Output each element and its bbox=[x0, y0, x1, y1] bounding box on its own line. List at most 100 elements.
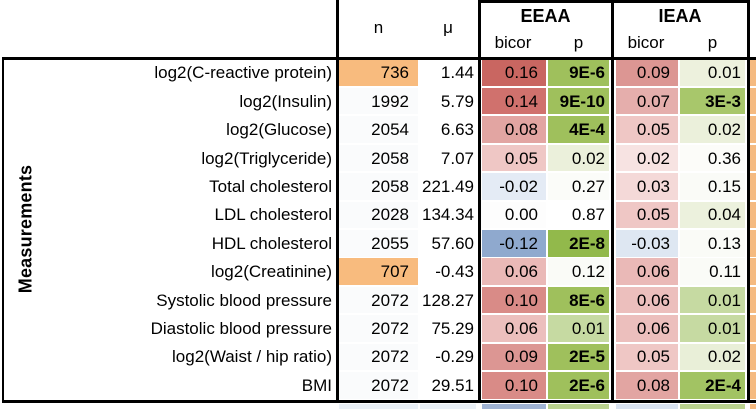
table-row: HDL cholesterol 2055 57.60 -0.12 2E-8 -0… bbox=[0, 230, 756, 257]
table-row: log2(Insulin) 1992 5.79 0.14 9E-10 0.07 … bbox=[0, 87, 756, 115]
table-row: BMI 2072 29.51 0.10 2E-6 0.08 2E-4 bbox=[0, 372, 756, 399]
row-label: LDL cholesterol bbox=[214, 205, 333, 225]
border-bottom bbox=[1, 399, 756, 403]
ieaa-p-cell: 0.13 bbox=[680, 230, 745, 257]
table-row: log2(Creatinine) 707 -0.43 0.06 0.12 0.0… bbox=[0, 258, 756, 285]
eeaa-p-cell: 0.87 bbox=[548, 201, 609, 229]
border-right-of-ieaa bbox=[746, 0, 750, 402]
cropped-next-row-cell-mu bbox=[420, 403, 476, 409]
eeaa-bicor-cell: 0.10 bbox=[482, 372, 546, 399]
ieaa-p-cell: 0.04 bbox=[680, 201, 745, 229]
ieaa-bicor-cell: 0.05 bbox=[616, 343, 678, 371]
ieaa-bicor-cell: 0.09 bbox=[616, 59, 678, 86]
table-row: Systolic blood pressure 2072 128.27 0.10… bbox=[0, 286, 756, 314]
n-cell: 2028 bbox=[339, 201, 418, 229]
subheader-eeaa-p: p bbox=[573, 33, 584, 52]
eeaa-bicor-cell: -0.12 bbox=[482, 230, 546, 257]
eeaa-bicor-cell: 0.16 bbox=[482, 59, 546, 86]
border-under-header bbox=[1, 57, 756, 60]
eeaa-p-cell: 8E-6 bbox=[548, 286, 609, 314]
mu-cell: 75.29 bbox=[420, 315, 476, 342]
n-cell: 2055 bbox=[339, 230, 418, 257]
n-cell: 707 bbox=[339, 258, 418, 285]
ieaa-bicor-cell: 0.07 bbox=[616, 87, 678, 115]
border-left-of-labels bbox=[1, 57, 4, 402]
table-row: log2(Waist / hip ratio) 2072 -0.29 0.09 … bbox=[0, 343, 756, 371]
eeaa-p-cell: 9E-10 bbox=[548, 87, 609, 115]
eeaa-bicor-cell: 0.08 bbox=[482, 116, 546, 143]
row-label: Systolic blood pressure bbox=[156, 290, 332, 310]
mu-cell: 6.63 bbox=[420, 116, 476, 143]
group-header-eeaa: EEAA bbox=[520, 5, 571, 26]
column-header-mu: μ bbox=[443, 18, 453, 37]
mu-cell: 128.27 bbox=[420, 286, 476, 314]
n-cell: 2054 bbox=[339, 116, 418, 143]
border-left-of-n-column bbox=[335, 0, 339, 402]
cropped-next-row-cell-eb bbox=[482, 403, 546, 409]
table-row: log2(C-reactive protein) 736 1.44 0.16 9… bbox=[0, 59, 756, 86]
ieaa-p-cell: 0.15 bbox=[680, 173, 745, 200]
mu-cell: -0.29 bbox=[420, 343, 476, 371]
ieaa-p-cell: 0.01 bbox=[680, 315, 745, 342]
n-cell: 2058 bbox=[339, 144, 418, 172]
mu-cell: 5.79 bbox=[420, 87, 476, 115]
row-label: log2(Triglyceride) bbox=[201, 148, 332, 168]
row-label: log2(C-reactive protein) bbox=[154, 63, 332, 83]
cropped-next-row-cell-sl bbox=[750, 403, 756, 409]
cropped-next-column-cell bbox=[750, 201, 756, 229]
column-header-n: n bbox=[373, 18, 384, 37]
eeaa-bicor-cell: 0.10 bbox=[482, 286, 546, 314]
subheader-eeaa-bicor: bicor bbox=[494, 33, 532, 52]
ieaa-p-cell: 0.02 bbox=[680, 116, 745, 143]
row-label: log2(Creatinine) bbox=[211, 262, 332, 282]
row-label: log2(Insulin) bbox=[239, 91, 332, 111]
mu-cell: 57.60 bbox=[420, 230, 476, 257]
ieaa-p-cell: 0.01 bbox=[680, 59, 745, 86]
eeaa-bicor-cell: 0.06 bbox=[482, 315, 546, 342]
border-top-of-groups bbox=[477, 0, 750, 3]
group-header-ieaa: IEAA bbox=[658, 5, 702, 26]
cropped-next-column-cell bbox=[750, 258, 756, 285]
ieaa-p-cell: 0.36 bbox=[680, 144, 745, 172]
mu-cell: 7.07 bbox=[420, 144, 476, 172]
ieaa-bicor-cell: 0.06 bbox=[616, 315, 678, 342]
cropped-next-row-cell-ep bbox=[548, 403, 609, 409]
table-row: log2(Triglyceride) 2058 7.07 0.05 0.02 0… bbox=[0, 144, 756, 172]
eeaa-p-cell: 4E-4 bbox=[548, 116, 609, 143]
cropped-next-row-cell-n bbox=[339, 403, 418, 409]
cropped-next-column-cell bbox=[750, 315, 756, 342]
eeaa-p-cell: 9E-6 bbox=[548, 59, 609, 86]
ieaa-p-cell: 0.02 bbox=[680, 343, 745, 371]
n-cell: 2072 bbox=[339, 315, 418, 342]
table-row: Diastolic blood pressure 2072 75.29 0.06… bbox=[0, 315, 756, 342]
table-row: Total cholesterol 2058 221.49 -0.02 0.27… bbox=[0, 173, 756, 200]
eeaa-p-cell: 2E-8 bbox=[548, 230, 609, 257]
mu-cell: 1.44 bbox=[420, 59, 476, 86]
border-left-of-ieaa bbox=[611, 0, 614, 402]
table-row: log2(Glucose) 2054 6.63 0.08 4E-4 0.05 0… bbox=[0, 116, 756, 143]
row-label: log2(Glucose) bbox=[226, 120, 332, 140]
ieaa-p-cell: 0.01 bbox=[680, 286, 745, 314]
eeaa-bicor-cell: -0.02 bbox=[482, 173, 546, 200]
ieaa-bicor-cell: 0.03 bbox=[616, 173, 678, 200]
eeaa-p-cell: 2E-6 bbox=[548, 372, 609, 399]
cropped-next-column-cell bbox=[750, 59, 756, 86]
cropped-next-column-cell bbox=[750, 144, 756, 172]
eeaa-p-cell: 0.12 bbox=[548, 258, 609, 285]
ieaa-bicor-cell: -0.03 bbox=[616, 230, 678, 257]
cropped-next-column-cell bbox=[750, 372, 756, 399]
mu-cell: 29.51 bbox=[420, 372, 476, 399]
subheader-ieaa-bicor: bicor bbox=[627, 33, 665, 52]
eeaa-p-cell: 0.27 bbox=[548, 173, 609, 200]
table-row: LDL cholesterol 2028 134.34 0.00 0.87 0.… bbox=[0, 201, 756, 229]
ieaa-p-cell: 0.11 bbox=[680, 258, 745, 285]
mu-cell: 221.49 bbox=[420, 173, 476, 200]
row-label: Diastolic blood pressure bbox=[150, 319, 332, 339]
ieaa-bicor-cell: 0.05 bbox=[616, 201, 678, 229]
ieaa-p-cell: 3E-3 bbox=[680, 87, 745, 115]
ieaa-bicor-cell: 0.05 bbox=[616, 116, 678, 143]
border-left-of-eeaa bbox=[477, 0, 481, 402]
mu-cell: -0.43 bbox=[420, 258, 476, 285]
subheader-ieaa-p: p bbox=[707, 33, 718, 52]
